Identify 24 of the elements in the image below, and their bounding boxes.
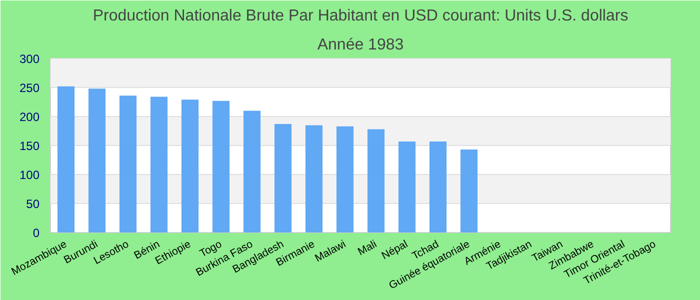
bar bbox=[119, 96, 137, 232]
y-tick-label: 0 bbox=[32, 226, 40, 240]
y-tick-label: 200 bbox=[19, 110, 40, 124]
bar bbox=[88, 88, 106, 232]
bar bbox=[305, 125, 323, 232]
y-tick-label: 150 bbox=[19, 139, 40, 153]
bar bbox=[367, 129, 385, 232]
bar bbox=[398, 141, 416, 232]
bar bbox=[57, 86, 75, 232]
bar bbox=[212, 100, 230, 232]
y-tick-label: 50 bbox=[26, 197, 40, 211]
x-tick-label: Mali bbox=[356, 238, 379, 258]
chart-title: Production Nationale Brute Par Habitant en USD courant: Units U.S. dollars bbox=[92, 8, 628, 24]
y-tick-label: 100 bbox=[19, 168, 40, 182]
bar bbox=[150, 96, 168, 232]
bar bbox=[336, 126, 354, 232]
chart-subtitle: Année 1983 bbox=[317, 36, 404, 54]
y-tick-label: 300 bbox=[19, 52, 40, 66]
bar bbox=[243, 110, 261, 232]
y-tick-label: 250 bbox=[19, 81, 40, 95]
bar bbox=[274, 124, 292, 232]
bar bbox=[181, 100, 199, 232]
bar bbox=[460, 150, 478, 232]
bar bbox=[429, 141, 447, 232]
